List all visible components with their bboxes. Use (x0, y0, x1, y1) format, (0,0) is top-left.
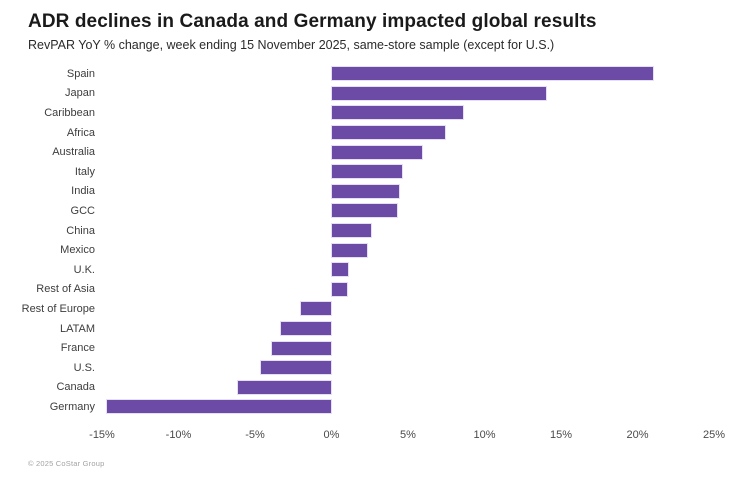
bar (106, 400, 332, 414)
chart-row: Italy (0, 162, 714, 182)
bar (331, 282, 347, 296)
copyright-notice: © 2025 CoStar Group (28, 459, 105, 468)
bar-track (102, 380, 714, 394)
bar (331, 106, 464, 120)
chart-row: Rest of Europe (0, 299, 714, 319)
bar-track (102, 263, 714, 277)
x-tick-label: 20% (626, 428, 649, 441)
chart-row: Spain (0, 64, 714, 84)
chart-row: China (0, 221, 714, 241)
bar-track (102, 145, 714, 159)
chart-row: Rest of Asia (0, 280, 714, 300)
bar (331, 126, 445, 140)
chart-row: France (0, 338, 714, 358)
bar-track (102, 302, 714, 316)
chart-row: GCC (0, 201, 714, 221)
category-label: France (60, 342, 95, 355)
bar (331, 184, 399, 198)
x-tick-label: -10% (165, 428, 192, 441)
bar (331, 243, 367, 257)
bar (281, 322, 332, 336)
bar-track (102, 282, 714, 296)
bar (331, 165, 402, 179)
bar (331, 145, 422, 159)
bar-track (102, 224, 714, 238)
category-label: Caribbean (44, 106, 95, 119)
chart-subtitle: RevPAR YoY % change, week ending 15 Nove… (28, 37, 555, 52)
category-label: Rest of Asia (36, 283, 95, 296)
chart-row: U.K. (0, 260, 714, 280)
category-label: Africa (66, 126, 95, 139)
bar (331, 263, 349, 277)
bar (271, 341, 332, 355)
bar (331, 204, 398, 218)
category-label: LATAM (59, 322, 95, 335)
bar-chart: Spain Japan Caribbean Africa Australia Italy I… (0, 64, 725, 443)
chart-row: LATAM (0, 319, 714, 339)
bar (331, 67, 653, 81)
bar-track (102, 204, 714, 218)
x-tick-label: 10% (473, 428, 496, 441)
category-label: India (71, 185, 95, 198)
x-tick-label: 5% (400, 428, 416, 441)
category-label: Italy (74, 165, 95, 178)
bar-track (102, 86, 714, 100)
bar (261, 361, 332, 375)
chart-row: India (0, 182, 714, 202)
bar-track (102, 322, 714, 336)
chart-row: Mexico (0, 240, 714, 260)
chart-rows: Spain Japan Caribbean Africa Australia Italy I… (0, 64, 714, 417)
bar-track (102, 165, 714, 179)
x-axis-ticks: -15% -10% -5% 0% 5% 10% 15% 20% 25% (89, 428, 725, 443)
category-label: Japan (65, 87, 95, 100)
x-axis: -15% -10% -5% 0% 5% 10% 15% 20% 25% (0, 428, 725, 443)
chart-row: Caribbean (0, 103, 714, 123)
bar (331, 224, 372, 238)
category-label: U.S. (73, 361, 95, 374)
chart-header: ADR declines in Canada and Germany impac… (0, 0, 750, 52)
bar-track (102, 243, 714, 257)
chart-row: Canada (0, 378, 714, 398)
chart-row: Germany (0, 397, 714, 417)
bar-track (102, 400, 714, 414)
x-tick-label: 25% (702, 428, 726, 441)
x-axis-spacer (0, 429, 102, 443)
category-label: China (66, 224, 95, 237)
bar (331, 86, 546, 100)
chart-row: Australia (0, 142, 714, 162)
bar-track (102, 106, 714, 120)
bar-track (102, 67, 714, 81)
category-label: Rest of Europe (21, 302, 95, 315)
x-tick-label: 0% (323, 428, 340, 441)
bar (300, 302, 332, 316)
chart-title: ADR declines in Canada and Germany impac… (28, 11, 597, 32)
bar-track (102, 126, 714, 140)
category-label: Spain (66, 67, 95, 80)
category-label: Mexico (60, 244, 95, 257)
category-label: Canada (56, 381, 95, 394)
chart-row: Africa (0, 123, 714, 143)
chart-row: Japan (0, 84, 714, 104)
bar-track (102, 361, 714, 375)
bar-track (102, 184, 714, 198)
category-label: Germany (49, 400, 95, 413)
chart-row: U.S. (0, 358, 714, 378)
bar (238, 380, 332, 394)
category-label: U.K. (73, 263, 95, 276)
category-label: GCC (70, 204, 95, 217)
category-label: Australia (52, 146, 95, 159)
x-tick-label: -15% (89, 428, 115, 441)
bar-track (102, 341, 714, 355)
x-tick-label: 15% (549, 428, 573, 441)
x-tick-label: -5% (245, 428, 265, 441)
